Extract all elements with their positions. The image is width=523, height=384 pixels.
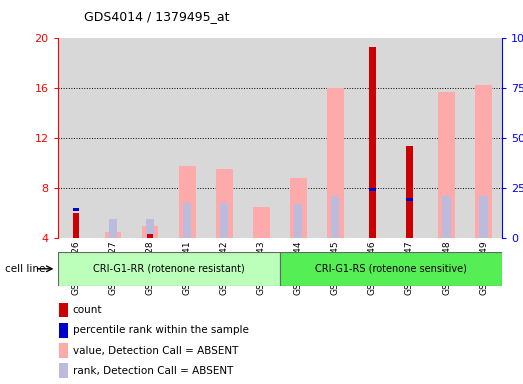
Text: percentile rank within the sample: percentile rank within the sample [73, 325, 248, 335]
Bar [179, 166, 196, 238]
Bar [406, 146, 413, 238]
Bar [216, 169, 233, 238]
Bar [480, 195, 487, 238]
Bar [331, 195, 339, 238]
Bar [406, 198, 413, 201]
Bar [59, 303, 67, 318]
Bar [142, 226, 158, 238]
Text: count: count [73, 305, 102, 315]
Bar [280, 38, 317, 238]
Bar [280, 252, 502, 286]
Bar [58, 38, 95, 238]
Bar [327, 88, 344, 238]
Bar [253, 207, 270, 238]
Bar [475, 84, 492, 238]
Bar [206, 38, 243, 238]
Bar [442, 195, 451, 238]
Bar [58, 252, 280, 286]
Bar [428, 38, 465, 238]
Bar [438, 92, 455, 238]
Bar [168, 38, 206, 238]
Bar [243, 38, 280, 238]
Bar [73, 208, 79, 211]
Text: value, Detection Call = ABSENT: value, Detection Call = ABSENT [73, 346, 238, 356]
Text: CRI-G1-RS (rotenone sensitive): CRI-G1-RS (rotenone sensitive) [315, 264, 467, 274]
Bar [220, 203, 229, 238]
Bar [109, 219, 117, 238]
Bar [59, 323, 67, 338]
Bar [391, 38, 428, 238]
Bar [317, 38, 354, 238]
Bar [183, 203, 191, 238]
Bar [95, 38, 132, 238]
Bar [369, 188, 376, 191]
Bar [354, 38, 391, 238]
Bar [294, 204, 302, 238]
Bar [290, 178, 306, 238]
Text: GDS4014 / 1379495_at: GDS4014 / 1379495_at [84, 10, 229, 23]
Bar [147, 234, 153, 238]
Bar [59, 343, 67, 358]
Text: cell line: cell line [5, 264, 46, 274]
Bar [105, 232, 121, 238]
Bar [59, 363, 67, 378]
Bar [465, 38, 502, 238]
Text: CRI-G1-RR (rotenone resistant): CRI-G1-RR (rotenone resistant) [93, 264, 245, 274]
Bar [132, 38, 168, 238]
Text: rank, Detection Call = ABSENT: rank, Detection Call = ABSENT [73, 366, 233, 376]
Bar [146, 219, 154, 238]
Bar [73, 213, 79, 238]
Bar [369, 47, 376, 238]
